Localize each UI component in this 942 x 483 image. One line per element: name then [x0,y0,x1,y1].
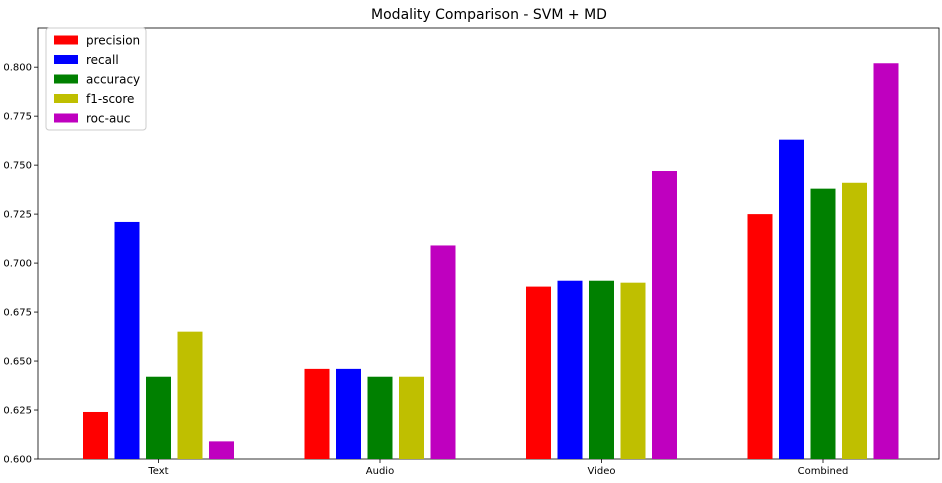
y-tick-label: 0.625 [3,406,32,417]
legend-label-accuracy: accuracy [86,73,140,87]
x-tick-label: Audio [366,466,394,477]
legend-label-precision: precision [86,34,140,48]
y-tick-label: 0.600 [3,455,32,466]
y-tick-label: 0.800 [3,63,32,74]
legend-swatch-f1-score [54,94,78,103]
x-tick-label: Text [147,466,168,477]
y-tick-label: 0.750 [3,161,32,172]
bar-precision-text [83,411,108,459]
y-tick-label: 0.725 [3,210,32,221]
legend-box [45,27,147,131]
y-tick-label: 0.775 [3,112,32,123]
bar-recall-video [557,280,583,459]
bar-roc-auc-audio [430,245,456,459]
x-tick-label: Video [587,466,615,477]
bar-f1-score-video [620,282,646,459]
bar-accuracy-text [146,376,171,459]
legend-swatch-precision [54,35,78,45]
bar-recall-combined [779,139,804,460]
bar-accuracy-video [589,280,614,459]
bar-roc-auc-combined [873,63,899,459]
legend-label-f1-score: f1-score [86,92,134,106]
legend-swatch-accuracy [54,74,78,84]
bar-f1-score-text [177,331,203,459]
y-tick-label: 0.700 [3,259,32,270]
chart-title: Modality Comparison - SVM + MD [371,7,607,23]
legend-label-roc-auc: roc-auc [86,112,131,126]
ticks: Text Audio Video Combined 0.600 0.625 0.650 0.6… [3,63,848,477]
bar-precision-audio [304,368,330,459]
bar-recall-audio [336,368,361,459]
bar-precision-combined [747,214,773,459]
legend-swatch-roc-auc [54,113,78,123]
bar-accuracy-combined [810,188,836,459]
legend-swatch-recall [54,55,78,64]
bar-f1-score-combined [842,182,867,459]
bar-accuracy-audio [367,376,393,459]
legend: precision recall accuracy f1-score roc-auc [45,27,147,131]
plot-frame [37,27,940,460]
bar-precision-video [526,286,551,459]
bars [83,63,899,460]
axes [37,27,940,460]
legend-label-recall: recall [86,53,119,67]
y-tick-label: 0.675 [3,308,32,319]
bar-roc-auc-text [209,441,234,459]
bar-f1-score-audio [399,376,424,459]
bar-roc-auc-video [652,171,677,459]
bar-recall-text [114,221,140,459]
x-tick-label: Combined [798,466,849,477]
y-tick-label: 0.650 [3,357,32,368]
